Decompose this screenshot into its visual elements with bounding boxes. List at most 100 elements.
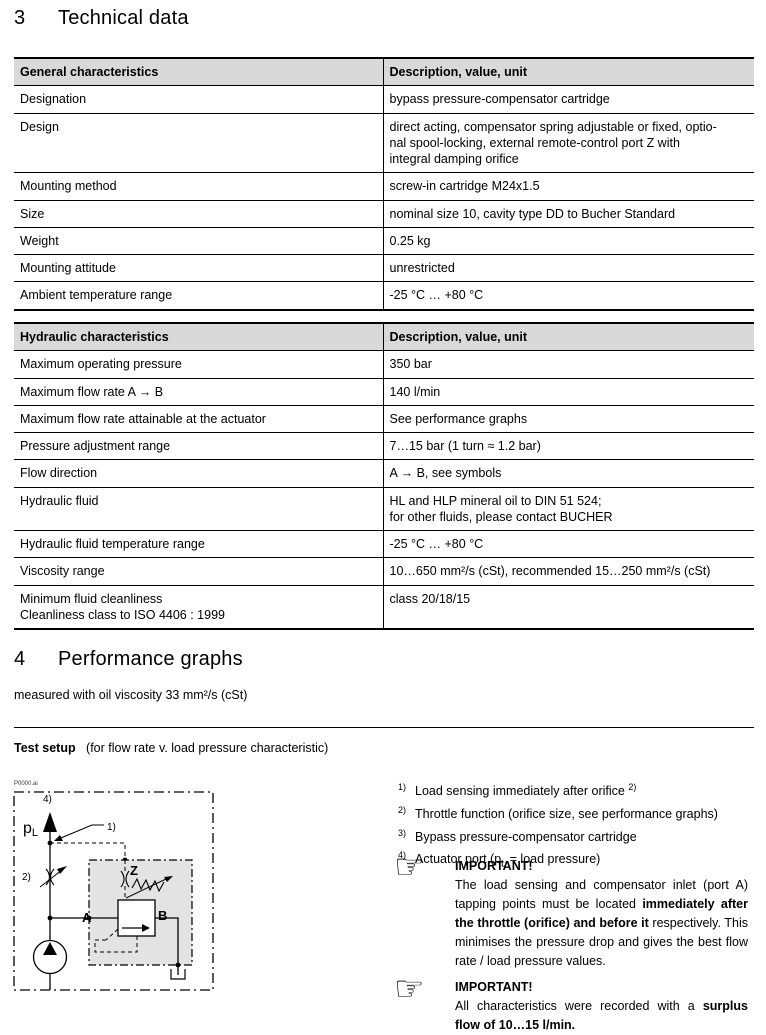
- footnote-marker: 2): [398, 804, 407, 815]
- row-label: Ambient temperature range: [14, 281, 383, 310]
- column-header: Description, value, unit: [382, 58, 754, 87]
- spring-adjust-arrow-line: [125, 878, 167, 899]
- hydraulic-characteristics-table: Hydraulic characteristics Description, v…: [14, 322, 754, 630]
- row-label: Designation: [14, 85, 383, 114]
- row-value: See performance graphs: [382, 405, 754, 434]
- node-dot: [175, 962, 181, 968]
- divider-rule: [14, 727, 754, 728]
- throttle-adjust-arrow-line: [39, 869, 63, 888]
- column-header: General characteristics: [14, 58, 383, 87]
- table-row: Ambient temperature range -25 °C … +80 °…: [14, 281, 754, 310]
- ref-4-label: 4): [43, 794, 52, 805]
- section-title: Technical data: [58, 7, 189, 29]
- important-title: IMPORTANT!: [455, 980, 533, 994]
- row-value: 10…650 mm²/s (cSt), recommended 15…250 m…: [382, 557, 754, 586]
- important-note-2: IMPORTANT! All characteristics were reco…: [455, 978, 748, 1035]
- pointing-hand-icon: ☞: [394, 970, 425, 1008]
- row-value: bypass pressure-compensator cartridge: [382, 85, 754, 114]
- system-boundary-box: [13, 791, 214, 991]
- test-setup-subtitle: (for flow rate v. load pressure characte…: [86, 741, 329, 755]
- table-row: Maximum flow rate A → B 140 l/min: [14, 378, 754, 406]
- row-label: Hydraulic fluid: [14, 487, 383, 531]
- row-label: Mounting method: [14, 172, 383, 201]
- test-setup-title: Test setup: [14, 741, 76, 755]
- ref-1-leader-line: [55, 824, 104, 841]
- table-row: Mounting method screw-in cartridge M24x1…: [14, 172, 754, 201]
- node-dot: [86, 915, 92, 921]
- section-number: 3: [14, 7, 26, 29]
- important-body: The load sensing and compensator inlet (…: [455, 878, 748, 968]
- pump-symbol: [32, 939, 68, 975]
- load-sensing-pilot-line: [50, 842, 126, 860]
- cartridge-boundary-box: [88, 859, 193, 966]
- footnote-list: 1) Load sensing immediately after orifice…: [398, 778, 760, 874]
- table-row: Weight 0.25 kg: [14, 227, 754, 256]
- footnote-1: 1) Load sensing immediately after orifice…: [398, 782, 637, 799]
- row-value: unrestricted: [382, 254, 754, 283]
- compensator-valve-body: [117, 899, 156, 937]
- table-row: Flow direction A → B, see symbols: [14, 459, 754, 488]
- section-3-heading: 3 Technical data: [14, 7, 189, 30]
- pump-flow-triangle: [43, 942, 57, 955]
- table-row: Hydraulic fluid HL and HLP mineral oil t…: [14, 487, 754, 531]
- row-value: 350 bar: [382, 350, 754, 379]
- footnote-2: 2) Throttle function (orifice size, see p…: [398, 804, 718, 821]
- actuator-port-arrow: [43, 812, 57, 832]
- table-header-row: Hydraulic characteristics Description, v…: [14, 323, 754, 352]
- table-row: Hydraulic fluid temperature range -25 °C…: [14, 530, 754, 559]
- table-row: Design direct acting, compensator spring…: [14, 113, 754, 174]
- row-value: screw-in cartridge M24x1.5: [382, 172, 754, 201]
- important-title: IMPORTANT!: [455, 859, 533, 873]
- table-row: Viscosity range 10…650 mm²/s (cSt), reco…: [14, 557, 754, 586]
- table-header-row: General characteristics Description, val…: [14, 58, 754, 87]
- footnote-marker: 4): [398, 850, 407, 861]
- column-header: Description, value, unit: [382, 323, 754, 352]
- row-value: direct acting, compensator spring adjust…: [382, 113, 754, 174]
- section-number: 4: [14, 648, 26, 670]
- ref-1-label: 1): [107, 822, 116, 833]
- table-row: Maximum flow rate attainable at the actu…: [14, 405, 754, 434]
- table-row: Minimum fluid cleanliness Cleanliness cl…: [14, 585, 754, 630]
- section-4-heading: 4 Performance graphs: [14, 648, 243, 671]
- throttle-adjust-arrowhead: [57, 866, 67, 874]
- tank-symbol: [170, 969, 186, 980]
- footnote-4: 4) Actuator port (pL = load pressure): [398, 850, 601, 869]
- internal-pilot-line: [94, 928, 138, 953]
- row-label: Flow direction: [14, 459, 383, 488]
- section-title: Performance graphs: [58, 648, 243, 670]
- ref-2-label: 2): [22, 872, 31, 883]
- footnote-marker: 3): [398, 827, 407, 838]
- row-value: 140 l/min: [382, 378, 754, 406]
- row-label: Maximum operating pressure: [14, 350, 383, 379]
- row-value: HL and HLP mineral oil to DIN 51 524; fo…: [382, 487, 754, 531]
- port-z-label: Z: [130, 863, 138, 878]
- row-label: Design: [14, 113, 383, 174]
- pointing-hand-icon: ☞: [394, 848, 425, 886]
- row-value: nominal size 10, cavity type DD to Buche…: [382, 200, 754, 228]
- row-value: A → B, see symbols: [382, 459, 754, 488]
- row-label: Pressure adjustment range: [14, 432, 383, 461]
- row-value: -25 °C … +80 °C: [382, 281, 754, 310]
- row-label: Minimum fluid cleanliness Cleanliness cl…: [14, 585, 383, 630]
- row-label: Hydraulic fluid temperature range: [14, 530, 383, 559]
- port-b-line: [155, 917, 179, 975]
- port-b-label: B: [158, 908, 167, 923]
- row-value: 7…15 bar (1 turn ≈ 1.2 bar): [382, 432, 754, 461]
- row-label: Maximum flow rate A → B: [14, 378, 383, 406]
- load-pressure-label: pL: [23, 820, 38, 839]
- footnote-3: 3) Bypass pressure-compensator cartridge: [398, 827, 637, 844]
- general-characteristics-table: General characteristics Description, val…: [14, 57, 754, 311]
- row-label: Size: [14, 200, 383, 228]
- ref-1-arrowhead: [54, 835, 63, 841]
- table-row: Designation bypass pressure-compensator …: [14, 85, 754, 114]
- spring-adjust-arrowhead: [164, 876, 173, 882]
- important-body: All characteristics were recorded with a…: [455, 999, 748, 1032]
- measurement-note: measured with oil viscosity 33 mm²/s (cS…: [14, 688, 248, 702]
- diagram-file-label: P0000.ai: [14, 781, 38, 787]
- row-value: -25 °C … +80 °C: [382, 530, 754, 559]
- table-row: Maximum operating pressure 350 bar: [14, 350, 754, 379]
- table-row: Mounting attitude unrestricted: [14, 254, 754, 283]
- damping-orifice-symbol: [120, 870, 130, 888]
- row-label: Mounting attitude: [14, 254, 383, 283]
- row-label: Weight: [14, 227, 383, 256]
